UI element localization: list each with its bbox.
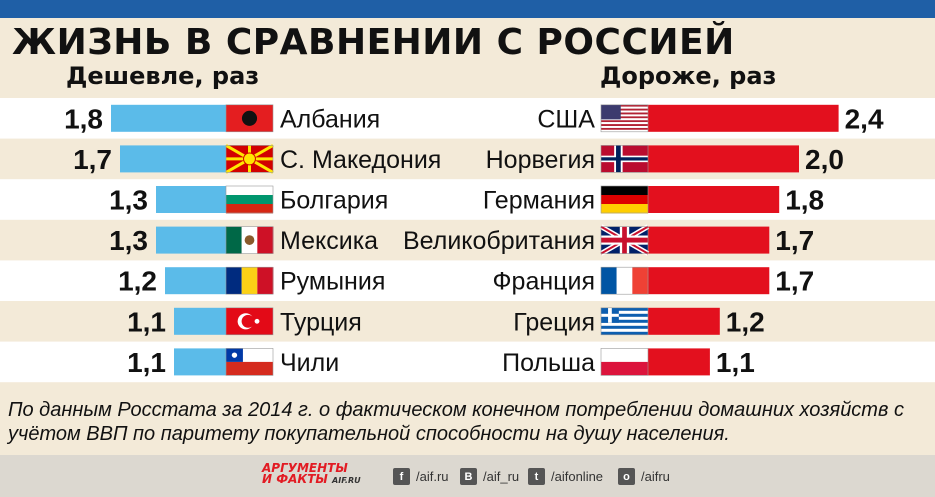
mexico-flag-icon — [225, 226, 274, 254]
macedonia-flag-icon — [225, 144, 274, 174]
albania-flag-icon — [225, 104, 274, 133]
social-facebook[interactable]: f /aif.ru — [393, 468, 449, 485]
value-label-cheaper: 1,1 — [127, 306, 166, 337]
value-label-cheaper: 1,3 — [109, 185, 148, 216]
category-label-cheaper: Албания — [280, 105, 380, 133]
top-color-bar — [0, 0, 935, 18]
value-label-pricier: 1,7 — [775, 266, 814, 297]
cheaper-row: 1,8 Албания — [64, 103, 380, 134]
uk-flag-icon — [599, 224, 650, 256]
usa-flag-icon — [600, 104, 649, 133]
pricier-row: 1,2 Греция — [513, 306, 765, 337]
social-handle: /aif.ru — [416, 469, 449, 484]
category-label-pricier: Греция — [513, 308, 595, 336]
poland-flag-icon — [600, 348, 649, 376]
social-twitter[interactable]: t /aifonline — [528, 468, 603, 485]
bar-cheaper — [156, 186, 226, 213]
bar-pricier — [648, 267, 770, 295]
value-label-pricier: 1,7 — [775, 225, 814, 256]
twitter-icon: t — [528, 468, 545, 485]
turkey-flag-icon — [225, 307, 274, 336]
value-label-pricier: 1,1 — [716, 347, 755, 378]
vk-icon: B — [460, 468, 477, 485]
cheaper-row: 1,3 Болгария — [109, 185, 388, 216]
bar-pricier — [648, 186, 780, 213]
pricier-row: 1,1 Польша — [502, 347, 755, 378]
bar-pricier — [648, 348, 710, 376]
bar-pricier — [648, 145, 799, 173]
romania-flag-icon — [225, 266, 274, 295]
category-label-pricier: США — [537, 105, 595, 133]
category-label-cheaper: Румыния — [280, 268, 385, 296]
footer: АРГУМЕНТЫ И ФАКТЫ AIF.RU f /aif.ru B /ai… — [0, 455, 935, 497]
cheaper-row: 1,1 Турция — [127, 306, 362, 337]
value-label-cheaper: 1,7 — [73, 144, 112, 175]
social-handle: /aif_ru — [483, 469, 520, 484]
category-label-pricier: Норвегия — [486, 146, 595, 174]
bar-pricier — [648, 307, 720, 335]
pricier-row: 1,7 Великобритания — [403, 224, 814, 256]
category-label-cheaper: С. Македония — [280, 146, 441, 174]
bar-cheaper — [120, 145, 226, 173]
pricier-row: 2,0 Норвегия — [486, 144, 844, 175]
category-label-pricier: Великобритания — [403, 227, 595, 255]
pricier-row: 1,7 Франция — [493, 266, 815, 297]
germany-flag-icon — [600, 185, 649, 214]
row-stripe — [0, 341, 935, 383]
logo-site: AIF.RU — [332, 476, 361, 485]
bar-cheaper — [111, 104, 226, 132]
bulgaria-flag-icon — [225, 185, 274, 214]
logo-line1: АРГУМЕНТЫ — [262, 461, 348, 475]
logo-line2: И ФАКТЫ — [262, 472, 328, 486]
category-label-cheaper: Болгария — [280, 187, 388, 215]
value-label-pricier: 1,2 — [726, 306, 765, 337]
cheaper-row: 1,3 Мексика — [109, 225, 378, 256]
value-label-cheaper: 1,2 — [118, 266, 157, 297]
category-label-pricier: Германия — [483, 187, 595, 215]
bar-cheaper — [174, 307, 226, 335]
social-odnoklassniki[interactable]: o /aifru — [618, 468, 670, 485]
category-label-pricier: Польша — [502, 349, 595, 377]
value-label-pricier: 1,8 — [785, 185, 824, 216]
cheaper-row: 1,1 Чили — [127, 347, 339, 378]
bar-cheaper — [174, 348, 226, 376]
aif-logo[interactable]: АРГУМЕНТЫ И ФАКТЫ AIF.RU — [262, 461, 361, 486]
odnoklassniki-icon: o — [618, 468, 635, 485]
category-label-cheaper: Турция — [280, 308, 362, 336]
category-label-pricier: Франция — [493, 268, 595, 296]
pricier-row: 1,8 Германия — [483, 185, 824, 216]
bar-cheaper — [156, 226, 226, 254]
bar-cheaper — [165, 267, 226, 295]
social-handle: /aifonline — [551, 469, 604, 484]
page-title: ЖИЗНЬ В СРАВНЕНИИ С РОССИЕЙ — [12, 22, 735, 63]
value-label-pricier: 2,0 — [805, 144, 844, 175]
norway-flag-icon — [600, 145, 649, 173]
social-handle: /aifru — [641, 469, 670, 484]
bar-pricier — [648, 104, 839, 132]
value-label-cheaper: 1,3 — [109, 225, 148, 256]
value-label-cheaper: 1,8 — [64, 103, 103, 134]
chile-flag-icon — [225, 348, 274, 376]
value-label-pricier: 2,4 — [845, 103, 884, 134]
greece-flag-icon — [600, 307, 649, 336]
comparison-bar-chart: 1,8 Албания 1,7 С. Македония 1,3 Болгария 1,3 М… — [0, 98, 935, 383]
subtitle-pricier: Дороже, раз — [600, 62, 777, 90]
cheaper-row: 1,7 С. Македония — [73, 144, 441, 175]
subtitle-cheaper: Дешевле, раз — [66, 62, 260, 90]
facebook-icon: f — [393, 468, 410, 485]
category-label-cheaper: Мексика — [280, 227, 378, 255]
pricier-row: 2,4 США — [537, 103, 884, 134]
bar-pricier — [648, 226, 770, 254]
france-flag-icon — [600, 266, 649, 295]
footnote: По данным Росстата за 2014 г. о фактичес… — [8, 399, 904, 445]
cheaper-row: 1,2 Румыния — [118, 266, 385, 297]
category-label-cheaper: Чили — [280, 349, 339, 377]
row-stripe — [0, 260, 935, 301]
value-label-cheaper: 1,1 — [127, 347, 166, 378]
social-vk[interactable]: B /aif_ru — [460, 468, 519, 485]
